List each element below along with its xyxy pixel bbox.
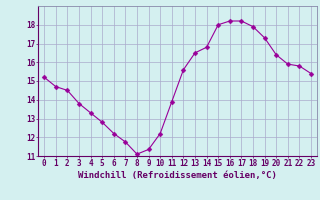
X-axis label: Windchill (Refroidissement éolien,°C): Windchill (Refroidissement éolien,°C) bbox=[78, 171, 277, 180]
